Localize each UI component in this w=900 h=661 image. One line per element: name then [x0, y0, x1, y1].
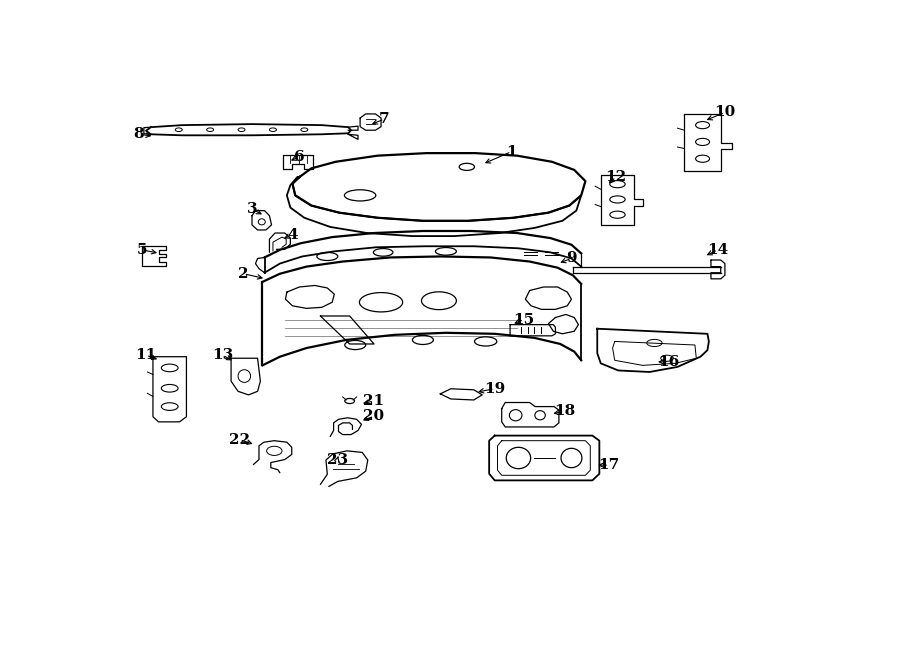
Text: 20: 20 [364, 409, 384, 423]
Text: 19: 19 [484, 382, 506, 396]
Text: 14: 14 [707, 243, 729, 257]
Text: 18: 18 [554, 404, 575, 418]
Text: 22: 22 [229, 433, 250, 447]
Text: 12: 12 [606, 170, 626, 184]
Text: 21: 21 [364, 394, 384, 408]
Text: 11: 11 [135, 348, 157, 362]
Text: 23: 23 [327, 453, 347, 467]
Text: 2: 2 [238, 267, 249, 281]
Text: 5: 5 [137, 243, 147, 257]
Text: 7: 7 [379, 112, 390, 126]
Text: 9: 9 [566, 251, 577, 266]
Text: 17: 17 [598, 458, 620, 472]
Text: 13: 13 [212, 348, 233, 362]
Text: 6: 6 [294, 149, 305, 164]
Text: 4: 4 [287, 227, 298, 241]
Text: 3: 3 [247, 202, 257, 216]
Text: 15: 15 [514, 313, 535, 327]
Text: 10: 10 [715, 105, 735, 120]
Text: 8: 8 [134, 128, 144, 141]
Text: 1: 1 [506, 145, 517, 159]
Text: 16: 16 [659, 355, 680, 369]
